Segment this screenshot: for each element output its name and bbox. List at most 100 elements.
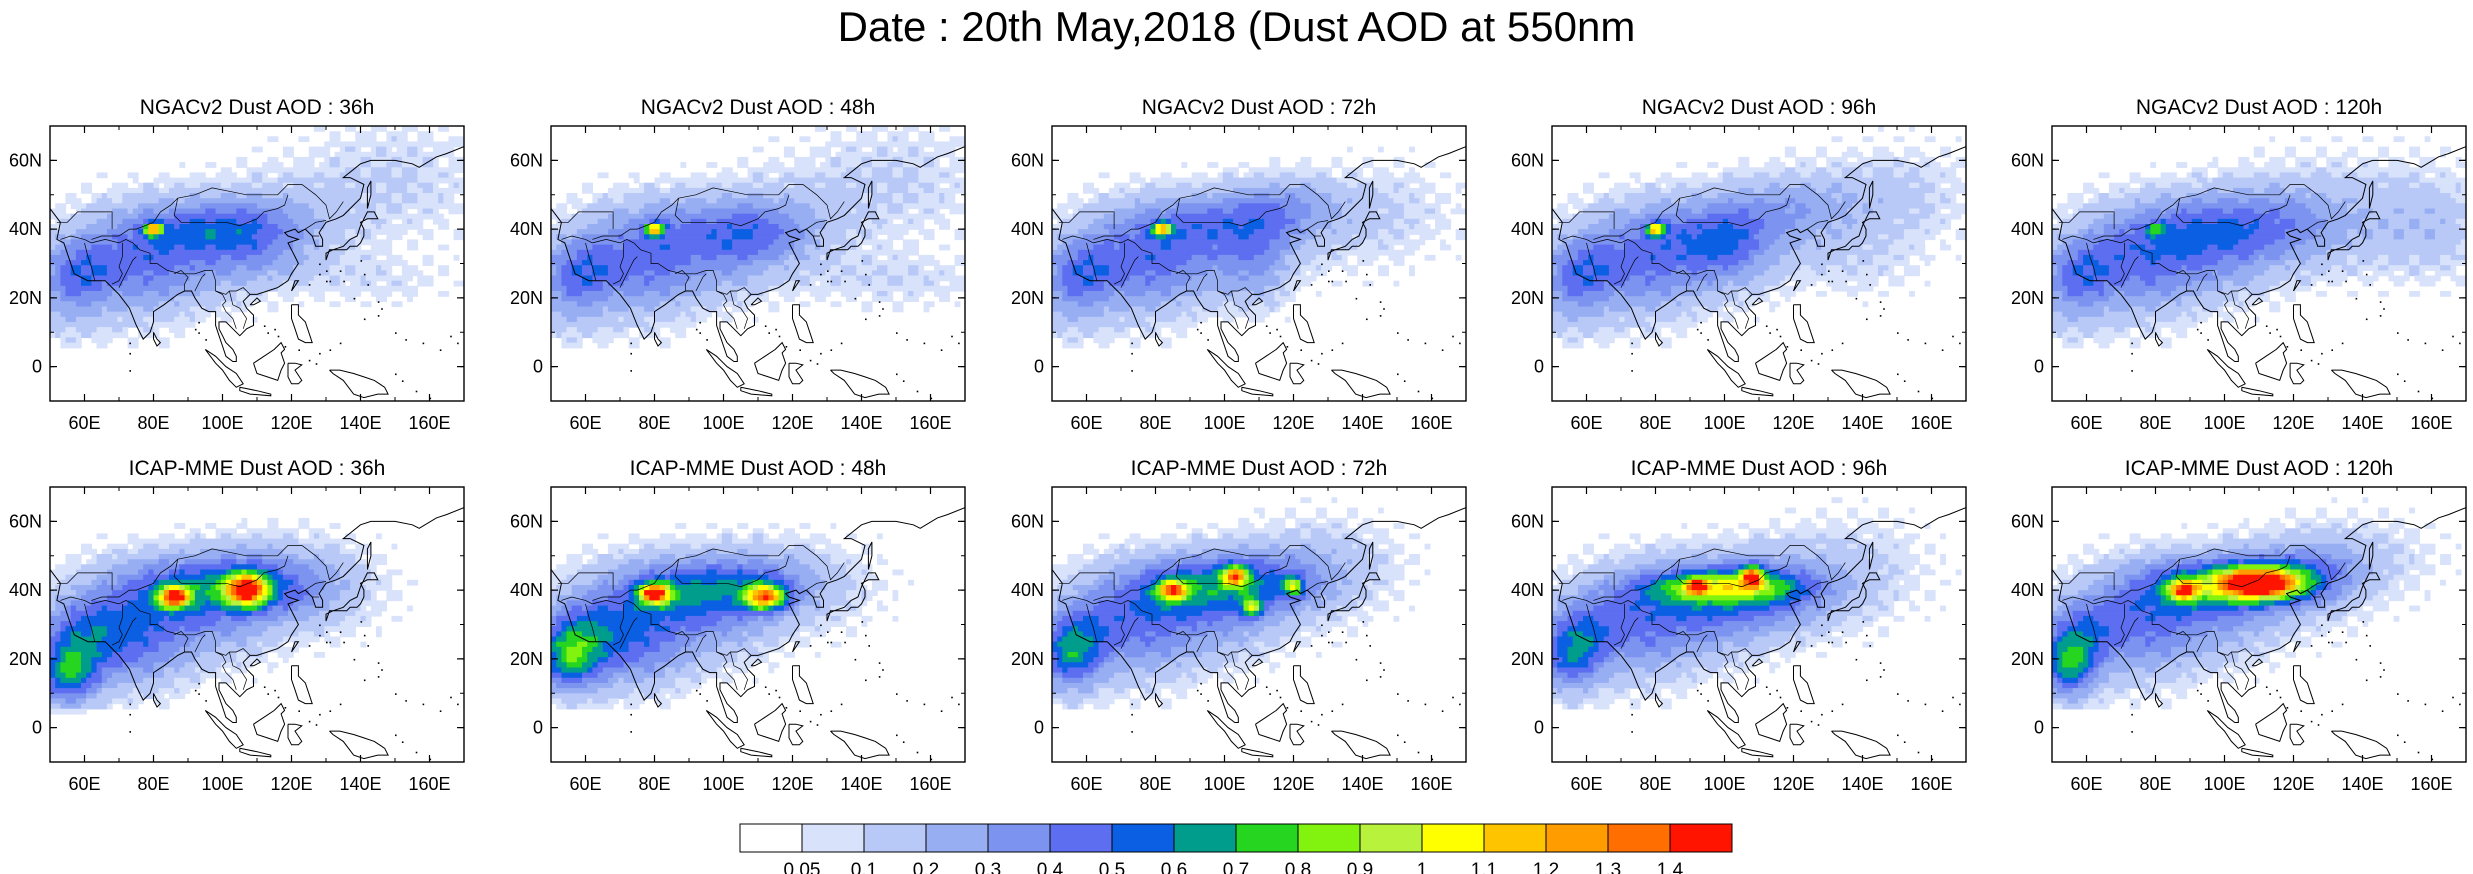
panel-title: ICAP-MME Dust AOD : 72h [1131, 457, 1388, 480]
lon-tick-label: 140E [840, 774, 882, 794]
colorbar-label: 0.1 [851, 860, 877, 874]
lon-tick-label: 120E [2272, 413, 2314, 433]
lon-tick-label: 100E [201, 413, 243, 433]
colorbar-swatch [1607, 823, 1671, 853]
lon-tick-label: 100E [702, 774, 744, 794]
colorbar-label: 0.9 [1347, 860, 1373, 874]
lon-tick-label: 100E [1203, 413, 1245, 433]
lat-tick-label: 40N [2011, 580, 2044, 600]
colorbar-swatch [863, 823, 927, 853]
colorbar-label: 0.3 [975, 860, 1001, 874]
lon-tick-label: 100E [2203, 774, 2245, 794]
colorbar-swatch [925, 823, 989, 853]
lat-tick-label: 60N [1511, 150, 1544, 170]
map-panel: ICAP-MME Dust AOD : 72h 60N 40N 20N 0 60E 80E 1… [1011, 457, 1467, 794]
panel-title: NGACv2 Dust AOD : 48h [641, 96, 876, 119]
map-panel: ICAP-MME Dust AOD : 96h 60N 40N 20N 0 60E 80E 1… [1511, 457, 1967, 794]
lat-tick-label: 40N [1511, 580, 1544, 600]
colorbar-swatch [1297, 823, 1361, 853]
colorbar-label: 0.8 [1285, 860, 1311, 874]
map-panel: NGACv2 Dust AOD : 96h 60N 40N 20N 0 60E 80E 100… [1511, 96, 1967, 433]
lon-tick-label: 160E [408, 774, 450, 794]
lon-tick-label: 60E [68, 413, 100, 433]
colorbar-label: 1.2 [1533, 860, 1559, 874]
lon-tick-label: 80E [2139, 774, 2171, 794]
coastlines [1552, 507, 1966, 761]
lon-tick-label: 100E [201, 774, 243, 794]
coastlines [1552, 146, 1966, 400]
aod-field [1052, 146, 1466, 349]
colorbar-swatch [1049, 823, 1113, 853]
lon-tick-label: 120E [270, 413, 312, 433]
map-panel: NGACv2 Dust AOD : 48h 60N 40N 20N 0 60E 80E 100… [510, 96, 966, 433]
lon-tick-label: 60E [1070, 774, 1102, 794]
lon-tick-label: 140E [1841, 774, 1883, 794]
lat-tick-label: 60N [510, 511, 543, 531]
lon-tick-label: 120E [1772, 774, 1814, 794]
lon-tick-label: 140E [840, 413, 882, 433]
lon-tick-label: 60E [68, 774, 100, 794]
lon-tick-label: 60E [2070, 413, 2102, 433]
lat-tick-label: 0 [1534, 357, 1544, 377]
lat-tick-label: 20N [9, 288, 42, 308]
lon-tick-label: 160E [2410, 413, 2452, 433]
lon-tick-label: 140E [339, 774, 381, 794]
panel-title: ICAP-MME Dust AOD : 120h [2125, 457, 2393, 480]
lon-tick-label: 160E [1910, 413, 1952, 433]
lon-tick-label: 120E [2272, 774, 2314, 794]
lat-tick-label: 60N [2011, 511, 2044, 531]
lon-tick-label: 60E [1570, 413, 1602, 433]
colorbar-swatch [739, 823, 803, 853]
colorbar-swatch [1483, 823, 1547, 853]
aod-field [50, 126, 464, 349]
lat-tick-label: 60N [1511, 511, 1544, 531]
aod-field [551, 523, 914, 710]
colorbar-label: 0.5 [1099, 860, 1125, 874]
lon-tick-label: 160E [408, 413, 450, 433]
lat-tick-label: 20N [1511, 649, 1544, 669]
lat-tick-label: 0 [2034, 357, 2044, 377]
aod-field [551, 126, 965, 349]
lon-tick-label: 140E [1341, 413, 1383, 433]
colorbar-swatch [1359, 823, 1423, 853]
colorbar-swatch [1235, 823, 1299, 853]
lon-tick-label: 100E [1203, 774, 1245, 794]
lon-tick-label: 140E [1841, 413, 1883, 433]
panel-title: ICAP-MME Dust AOD : 96h [1631, 457, 1888, 480]
lon-tick-label: 100E [1703, 413, 1745, 433]
coastlines [551, 507, 965, 761]
aod-field [1052, 497, 1431, 710]
lat-tick-label: 20N [9, 649, 42, 669]
lon-tick-label: 140E [2341, 413, 2383, 433]
aod-field [2052, 497, 2462, 710]
colorbar-label: 0.05 [784, 860, 821, 874]
lat-tick-label: 40N [9, 219, 42, 239]
lon-tick-label: 100E [702, 413, 744, 433]
lon-tick-label: 80E [1639, 774, 1671, 794]
lat-tick-label: 0 [1534, 718, 1544, 738]
colorbar-swatch [801, 823, 865, 853]
panel-title: ICAP-MME Dust AOD : 36h [129, 457, 386, 480]
lon-tick-label: 60E [569, 774, 601, 794]
panel-title: NGACv2 Dust AOD : 36h [140, 96, 375, 119]
colorbar-label: 0.4 [1037, 860, 1064, 874]
lon-tick-label: 60E [1070, 413, 1102, 433]
lon-tick-label: 80E [1139, 413, 1171, 433]
lat-tick-label: 0 [1034, 357, 1044, 377]
coastlines [2052, 146, 2466, 400]
lon-tick-label: 120E [771, 774, 813, 794]
panel-title: NGACv2 Dust AOD : 96h [1642, 96, 1877, 119]
coastlines [2052, 507, 2466, 761]
lat-tick-label: 60N [1011, 511, 1044, 531]
map-panel: ICAP-MME Dust AOD : 48h 60N 40N 20N 0 60E 80E 1… [510, 457, 966, 794]
coastlines [50, 507, 464, 761]
lon-tick-label: 120E [1272, 413, 1314, 433]
colorbar-swatch [1111, 823, 1175, 853]
coastlines [1052, 146, 1466, 400]
lat-tick-label: 60N [510, 150, 543, 170]
lon-tick-label: 160E [909, 413, 951, 433]
lon-tick-label: 160E [1410, 413, 1452, 433]
aod-field [1552, 497, 1962, 710]
lon-tick-label: 160E [1410, 774, 1452, 794]
